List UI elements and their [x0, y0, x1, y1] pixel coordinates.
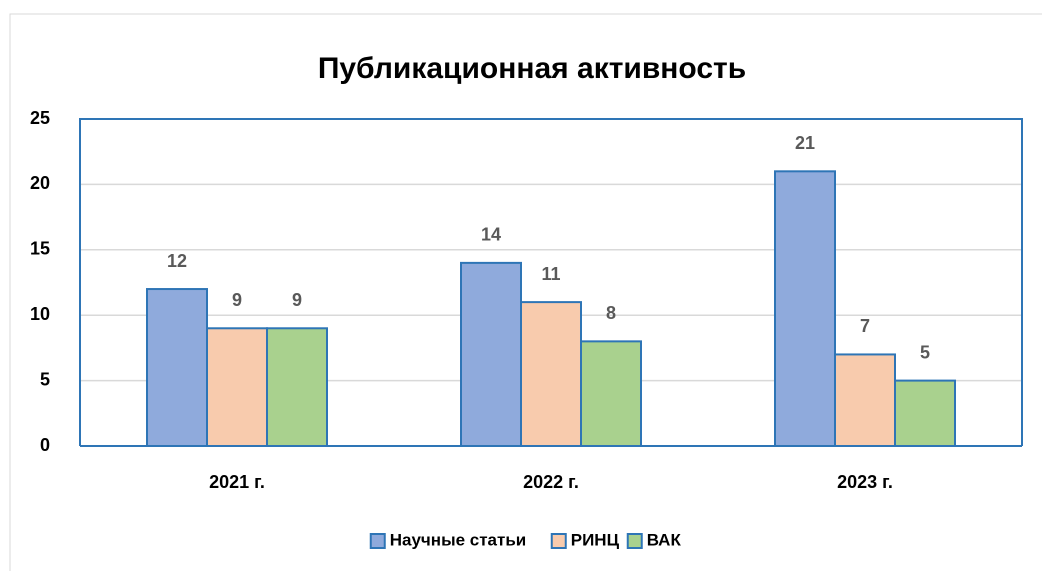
- bar: [266, 327, 328, 447]
- legend-label: Научные статьи: [390, 530, 526, 549]
- y-tick-label: 25: [30, 108, 50, 128]
- data-label: 5: [920, 342, 930, 362]
- data-label: 12: [167, 251, 187, 271]
- bar: [894, 379, 956, 448]
- data-label: 21: [795, 133, 815, 153]
- x-tick-label: 2021 г.: [209, 472, 265, 492]
- bar: [834, 353, 896, 447]
- data-label: 11: [541, 264, 560, 284]
- bar: [460, 261, 522, 447]
- x-tick-label: 2023 г.: [837, 472, 893, 492]
- bar: [146, 288, 208, 448]
- legend-label: ВАК: [647, 530, 682, 549]
- data-label: 9: [232, 290, 242, 310]
- data-label: 9: [292, 290, 302, 310]
- y-tick-label: 5: [40, 369, 50, 389]
- bar: [206, 327, 268, 447]
- legend-swatch: [626, 533, 643, 549]
- bar: [520, 301, 582, 447]
- x-tick-label: 2022 г.: [523, 472, 579, 492]
- data-label: 8: [606, 303, 616, 323]
- y-tick-label: 0: [40, 435, 50, 455]
- data-label: 14: [481, 225, 501, 245]
- bar: [580, 340, 642, 447]
- y-tick-label: 10: [30, 304, 50, 324]
- chart-title: Публикационная активность: [318, 52, 746, 85]
- plot-border: [79, 118, 1023, 446]
- legend-swatch: [369, 533, 386, 549]
- legend-swatch: [550, 533, 567, 549]
- legend-label: РИНЦ: [571, 530, 620, 549]
- data-label: 7: [860, 316, 870, 336]
- y-tick-label: 20: [30, 173, 50, 193]
- bar: [774, 170, 836, 447]
- y-tick-label: 15: [30, 239, 50, 259]
